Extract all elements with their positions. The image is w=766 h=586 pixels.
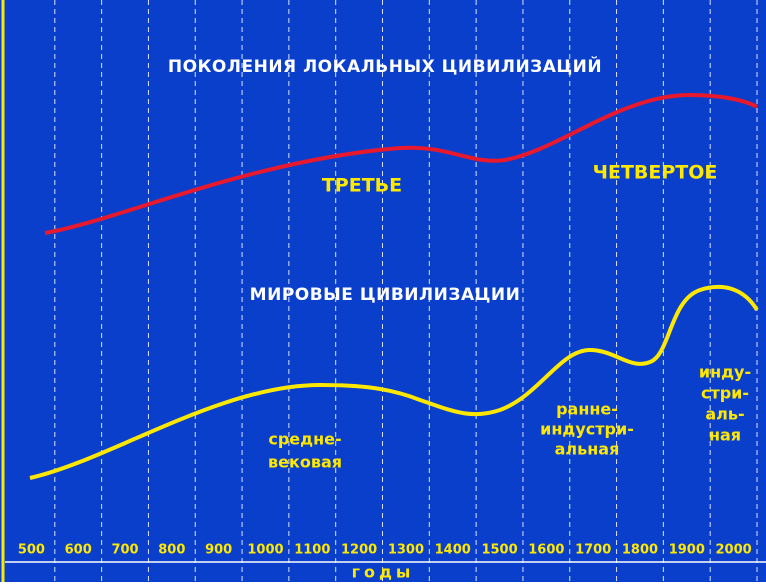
x-tick-label: 1500	[481, 543, 517, 558]
upper-label: ЧЕТВЕРТОЕ	[593, 162, 718, 184]
yellow-curve	[29, 284, 759, 480]
x-tick-label: 1900	[669, 543, 705, 558]
x-tick-label: 500	[18, 543, 45, 558]
x-tick-label: 1100	[294, 543, 330, 558]
x-tick-label: 1300	[388, 543, 424, 558]
red-curve	[44, 92, 759, 235]
x-tick-label: 2000	[716, 543, 752, 558]
lower-label: инду-	[699, 363, 751, 382]
lower-label: аль-	[705, 405, 744, 424]
lower-label: вековая	[268, 453, 342, 472]
lower-label: индустри-	[540, 420, 634, 439]
x-tick-label: 800	[158, 543, 185, 558]
x-tick-label: 1200	[341, 543, 377, 558]
x-tick-label: 1400	[435, 543, 471, 558]
lower-label: средне-	[268, 430, 341, 449]
x-tick-label: 600	[65, 543, 92, 558]
grid	[54, 0, 758, 582]
lower-label: альная	[555, 440, 620, 459]
title: ПОКОЛЕНИЯ ЛОКАЛЬНЫХ ЦИВИЛИЗАЦИЙ	[168, 55, 602, 77]
upper-label: ТРЕТЬЕ	[322, 175, 402, 197]
lower-label: стри-	[701, 384, 749, 403]
x-tick-label: 1800	[622, 543, 658, 558]
subtitle: МИРОВЫЕ ЦИВИЛИЗАЦИИ	[250, 285, 521, 305]
x-tick-label: 900	[205, 543, 232, 558]
x-tick-label: 1600	[528, 543, 564, 558]
x-tick-label: 1000	[247, 543, 283, 558]
x-tick-label: 700	[111, 543, 138, 558]
x-tick-label: 1700	[575, 543, 611, 558]
lower-label: ная	[709, 426, 741, 445]
lower-label: ранне-	[556, 400, 618, 419]
x-axis-label: годы	[352, 563, 415, 582]
